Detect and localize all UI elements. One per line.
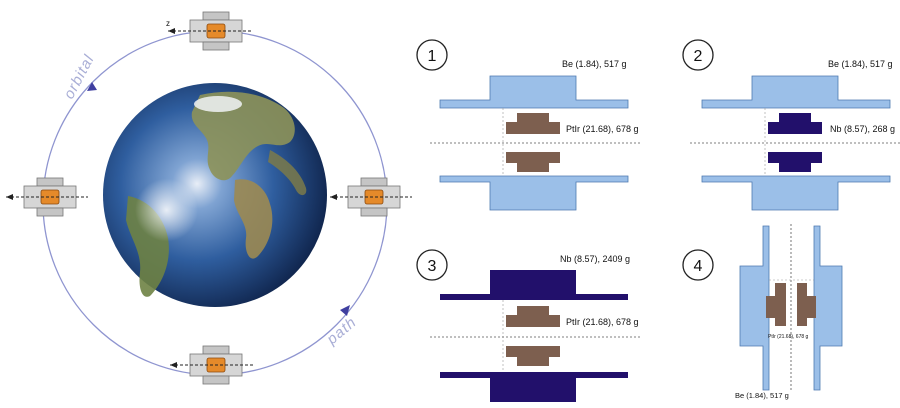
test-mass-lower [768, 152, 822, 172]
orbit-word-left: orbital [61, 52, 98, 102]
orbit-arrow-upper-left [87, 82, 97, 91]
outer-shell-upper [439, 75, 629, 109]
satellite-bottom [170, 345, 254, 385]
shell-label: Be (1.84), 517 g [562, 59, 627, 69]
satellite-right [330, 177, 412, 217]
core-label: PtIr (21.68), 678 g [566, 124, 639, 134]
panel-2: 2 Be (1.84), 517 g Nb (8.57), 268 g [682, 39, 900, 211]
outer-shell-upper [701, 75, 891, 109]
test-mass-left [766, 283, 786, 326]
panel-4: 4 PtIr (21.68), 678 g Be (1.84), 517 g [682, 224, 843, 400]
outer-shell-left [739, 225, 770, 391]
panel-number-badge [416, 39, 448, 71]
shell-label: Be (1.84), 517 g [828, 59, 893, 69]
orbit-word-right: path [323, 314, 360, 349]
panel-number: 4 [694, 258, 703, 275]
satellite-top: z [166, 11, 252, 51]
test-mass-right [797, 283, 816, 326]
panel-number-badge [682, 39, 714, 71]
core-label: PtIr (21.68), 678 g [566, 317, 639, 327]
axis-letter-z: z [166, 19, 170, 28]
outer-shell-upper [440, 270, 628, 300]
panel-number: 3 [428, 258, 437, 275]
test-mass-lower [506, 152, 560, 172]
shell-label: Nb (8.57), 2409 g [560, 254, 630, 264]
core-label: Nb (8.57), 268 g [830, 124, 895, 134]
test-mass-upper [506, 306, 560, 327]
core-label: PtIr (21.68), 678 g [768, 334, 809, 340]
earth-globe [103, 83, 327, 307]
orbit-arrow-lower-right [340, 305, 350, 316]
shell-label: Be (1.84), 517 g [735, 391, 789, 400]
panel-number-badge [416, 249, 448, 281]
orbit-section: orbital path z [6, 11, 412, 385]
satellite-left [6, 177, 88, 217]
outer-shell-lower [439, 175, 629, 211]
panel-number-badge [682, 249, 714, 281]
outer-shell-lower [440, 372, 628, 402]
test-mass-lower [506, 346, 560, 366]
test-mass-upper [768, 113, 822, 134]
outer-shell-lower [701, 175, 891, 211]
panel-3: 3 Nb (8.57), 2409 g PtIr (21.68), 678 g [416, 249, 640, 402]
panel-number: 2 [694, 48, 703, 65]
panel-1: 1 Be (1.84), 517 g PtIr (21.68), 678 g [416, 39, 640, 211]
panel-number: 1 [428, 48, 437, 65]
outer-shell-right [813, 225, 843, 391]
test-mass-upper [506, 113, 560, 134]
